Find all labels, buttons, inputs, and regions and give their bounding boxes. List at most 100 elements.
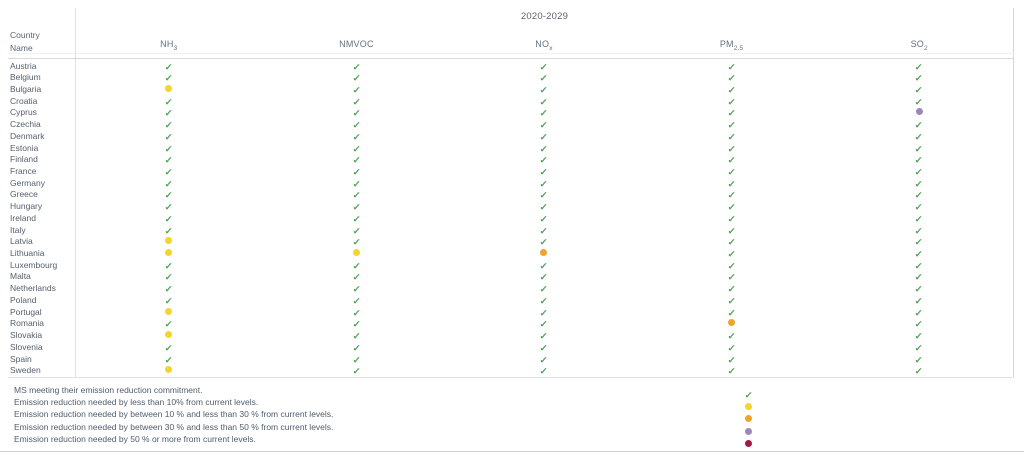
check-icon[interactable]: ✓: [914, 342, 924, 353]
status-cell[interactable]: ✓: [450, 365, 638, 377]
status-cell[interactable]: ✓: [75, 107, 263, 119]
check-icon[interactable]: ✓: [164, 225, 174, 236]
status-cell[interactable]: ✓: [638, 213, 826, 225]
check-icon[interactable]: ✓: [352, 96, 361, 107]
check-icon[interactable]: ✓: [539, 96, 549, 107]
check-icon[interactable]: ✓: [727, 155, 736, 166]
check-icon[interactable]: ✓: [727, 73, 736, 84]
check-icon[interactable]: ✓: [914, 190, 924, 201]
status-cell[interactable]: ✓: [263, 154, 451, 166]
status-cell[interactable]: ✓: [263, 72, 451, 84]
check-icon[interactable]: ✓: [352, 331, 361, 342]
check-icon[interactable]: ✓: [727, 190, 736, 201]
check-icon[interactable]: ✓: [164, 295, 174, 306]
status-cell[interactable]: ✓: [263, 307, 451, 319]
status-cell[interactable]: ✓: [263, 119, 451, 131]
status-cell[interactable]: ✓: [638, 201, 826, 213]
country-name[interactable]: Poland: [10, 294, 37, 305]
status-cell[interactable]: ✓: [75, 213, 263, 225]
check-icon[interactable]: ✓: [539, 120, 549, 131]
status-cell[interactable]: ✓: [450, 318, 638, 330]
status-cell[interactable]: ✓: [75, 166, 263, 178]
check-icon[interactable]: ✓: [727, 272, 736, 283]
check-icon[interactable]: ✓: [539, 202, 549, 213]
check-icon[interactable]: ✓: [164, 272, 174, 283]
check-icon[interactable]: ✓: [744, 390, 754, 400]
country-name[interactable]: France: [10, 165, 37, 176]
check-icon[interactable]: ✓: [914, 307, 924, 318]
check-icon[interactable]: ✓: [914, 295, 924, 306]
check-icon[interactable]: ✓: [164, 342, 174, 353]
status-cell[interactable]: ✓: [638, 365, 826, 377]
status-cell[interactable]: ✓: [825, 143, 1013, 155]
check-icon[interactable]: ✓: [539, 84, 549, 95]
check-icon[interactable]: ✓: [539, 166, 549, 177]
check-icon[interactable]: ✓: [539, 260, 549, 271]
status-cell[interactable]: [75, 307, 263, 319]
check-icon[interactable]: ✓: [352, 366, 361, 377]
status-cell[interactable]: ✓: [638, 143, 826, 155]
check-icon[interactable]: ✓: [352, 260, 361, 271]
check-icon[interactable]: ✓: [539, 225, 549, 236]
status-cell[interactable]: ✓: [638, 271, 826, 283]
status-cell[interactable]: ✓: [450, 84, 638, 96]
status-cell[interactable]: ✓: [638, 354, 826, 366]
check-icon[interactable]: ✓: [914, 202, 924, 213]
status-cell[interactable]: ✓: [450, 189, 638, 201]
status-cell[interactable]: [263, 248, 451, 260]
status-cell[interactable]: ✓: [825, 131, 1013, 143]
yellow-dot-icon[interactable]: [165, 84, 173, 92]
status-cell[interactable]: ✓: [638, 283, 826, 295]
check-icon[interactable]: ✓: [914, 272, 924, 283]
status-cell[interactable]: [75, 330, 263, 342]
status-cell[interactable]: ✓: [263, 236, 451, 248]
check-icon[interactable]: ✓: [914, 284, 924, 295]
check-icon[interactable]: ✓: [914, 366, 924, 377]
status-cell[interactable]: ✓: [263, 201, 451, 213]
status-cell[interactable]: ✓: [450, 143, 638, 155]
status-cell[interactable]: [638, 318, 826, 330]
check-icon[interactable]: ✓: [914, 155, 924, 166]
check-icon[interactable]: ✓: [352, 284, 361, 295]
check-icon[interactable]: ✓: [539, 307, 549, 318]
status-cell[interactable]: ✓: [638, 107, 826, 119]
check-icon[interactable]: ✓: [539, 354, 549, 365]
status-cell[interactable]: ✓: [825, 96, 1013, 108]
check-icon[interactable]: ✓: [352, 131, 361, 142]
status-cell[interactable]: ✓: [450, 166, 638, 178]
status-cell[interactable]: ✓: [75, 131, 263, 143]
status-cell[interactable]: ✓: [75, 178, 263, 190]
check-icon[interactable]: ✓: [727, 260, 736, 271]
status-cell[interactable]: ✓: [75, 201, 263, 213]
status-cell[interactable]: ✓: [825, 213, 1013, 225]
status-cell[interactable]: [825, 107, 1013, 119]
status-cell[interactable]: ✓: [825, 283, 1013, 295]
check-icon[interactable]: ✓: [727, 213, 736, 224]
check-icon[interactable]: ✓: [352, 155, 361, 166]
check-icon[interactable]: ✓: [914, 120, 924, 131]
status-cell[interactable]: ✓: [825, 307, 1013, 319]
check-icon[interactable]: ✓: [539, 61, 549, 72]
status-cell[interactable]: ✓: [75, 72, 263, 84]
check-icon[interactable]: ✓: [727, 84, 736, 95]
status-cell[interactable]: ✓: [450, 107, 638, 119]
check-icon[interactable]: ✓: [164, 354, 174, 365]
check-icon[interactable]: ✓: [727, 143, 736, 154]
status-cell[interactable]: ✓: [263, 225, 451, 237]
check-icon[interactable]: ✓: [727, 225, 736, 236]
check-icon[interactable]: ✓: [727, 131, 736, 142]
check-icon[interactable]: ✓: [727, 307, 736, 318]
check-icon[interactable]: ✓: [914, 237, 924, 248]
check-icon[interactable]: ✓: [914, 319, 924, 330]
country-name[interactable]: Sweden: [10, 365, 41, 376]
check-icon[interactable]: ✓: [914, 96, 924, 107]
check-icon[interactable]: ✓: [352, 190, 361, 201]
check-icon[interactable]: ✓: [539, 366, 549, 377]
check-icon[interactable]: ✓: [164, 260, 174, 271]
check-icon[interactable]: ✓: [352, 166, 361, 177]
country-name[interactable]: Italy: [10, 224, 26, 235]
country-name[interactable]: Greece: [10, 189, 38, 200]
status-cell[interactable]: ✓: [450, 236, 638, 248]
status-cell[interactable]: ✓: [450, 201, 638, 213]
check-icon[interactable]: ✓: [539, 295, 549, 306]
